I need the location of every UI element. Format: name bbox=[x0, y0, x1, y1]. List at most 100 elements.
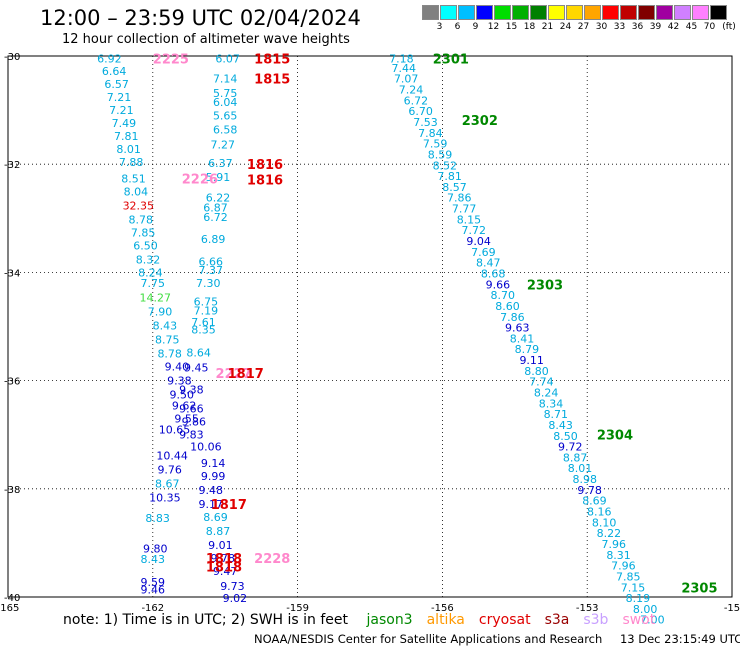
wave-height-label: 9.76 bbox=[157, 463, 182, 476]
colorbar-swatch bbox=[674, 5, 691, 20]
wave-height-label: 7.90 bbox=[148, 305, 173, 318]
wave-height-label: 8.52 bbox=[433, 159, 458, 172]
wave-height-label: 8.43 bbox=[141, 553, 166, 566]
wave-height-label: 8.78 bbox=[157, 348, 182, 361]
wave-height-label: 8.57 bbox=[442, 181, 467, 194]
x-tick-label: -159 bbox=[286, 603, 309, 614]
pass-time-label: 2305 bbox=[681, 581, 717, 596]
pass-time-label: 1816 bbox=[247, 173, 283, 188]
mission-altika: altika bbox=[426, 612, 465, 628]
wave-height-label: 7.96 bbox=[601, 538, 626, 551]
wave-height-label: 8.75 bbox=[155, 333, 180, 346]
wave-height-label: 6.64 bbox=[102, 65, 127, 78]
wave-height-label: 8.51 bbox=[121, 172, 146, 185]
colorbar-swatch bbox=[584, 5, 601, 20]
y-tick-label: -34 bbox=[4, 268, 20, 279]
colorbar-swatch bbox=[692, 5, 709, 20]
colorbar-label: 18 bbox=[523, 22, 536, 32]
wave-height-label: 7.37 bbox=[198, 264, 223, 277]
wave-height-label: 7.44 bbox=[392, 62, 417, 75]
wave-height-label: 7.96 bbox=[611, 560, 636, 573]
wave-height-label: 8.64 bbox=[186, 346, 211, 359]
wave-height-label: 8.79 bbox=[515, 343, 540, 356]
wave-height-label: 8.01 bbox=[568, 462, 593, 475]
wave-height-label: 7.30 bbox=[196, 277, 221, 290]
wave-height-label: 7.72 bbox=[462, 224, 487, 237]
wave-height-label: 9.38 bbox=[179, 383, 204, 396]
colorbar-label: 15 bbox=[505, 22, 518, 32]
wave-height-label: 9.38 bbox=[167, 375, 192, 388]
colorbar-label: 21 bbox=[541, 22, 554, 32]
wave-height-label: 7.00 bbox=[640, 614, 665, 627]
wave-height-label: 9.83 bbox=[179, 429, 204, 442]
wave-height-label: 9.62 bbox=[172, 399, 197, 412]
wave-height-label: 9.86 bbox=[182, 416, 207, 429]
wave-height-label: 7.21 bbox=[107, 91, 132, 104]
mission-s3b: s3b bbox=[583, 612, 609, 628]
wave-height-label: 9.45 bbox=[184, 362, 209, 375]
colorbar-label: 27 bbox=[577, 22, 590, 32]
chart-subtitle: 12 hour collection of altimeter wave hei… bbox=[62, 32, 350, 47]
wave-height-label: 8.01 bbox=[116, 143, 141, 156]
wave-height-label: 10.65 bbox=[159, 423, 191, 436]
colorbar-swatch bbox=[548, 5, 565, 20]
wave-height-label: 7.85 bbox=[616, 570, 641, 583]
colorbar-swatch bbox=[530, 5, 547, 20]
colorbar-label: 6 bbox=[454, 22, 461, 32]
note: note: 1) Time is in UTC; 2) SWH is in fe… bbox=[63, 612, 655, 628]
colorbar-swatch bbox=[710, 5, 727, 20]
wave-height-label: 8.80 bbox=[524, 365, 549, 378]
wave-height-label: 9.04 bbox=[466, 235, 491, 248]
pass-time-label: 1815 bbox=[254, 53, 290, 68]
wave-height-label: 5.75 bbox=[213, 87, 238, 100]
wave-height-label: 8.50 bbox=[553, 430, 578, 443]
wave-height-label: 9.14 bbox=[201, 457, 226, 470]
wave-height-label: 8.10 bbox=[592, 516, 617, 529]
wave-height-label: 8.83 bbox=[145, 512, 170, 525]
wave-height-label: 6.72 bbox=[404, 94, 429, 107]
wave-height-label: 8.32 bbox=[136, 253, 161, 266]
wave-height-label: 7.74 bbox=[529, 376, 554, 389]
wave-height-label: 7.86 bbox=[447, 192, 472, 205]
colorbar-swatch bbox=[656, 5, 673, 20]
wave-height-label: 5.65 bbox=[213, 110, 238, 123]
wave-height-label: 6.72 bbox=[203, 211, 228, 224]
wave-height-label: 7.75 bbox=[141, 277, 166, 290]
colorbar-label: (ft) bbox=[722, 22, 736, 32]
colorbar-swatch bbox=[602, 5, 619, 20]
wave-height-label: 7.15 bbox=[621, 581, 646, 594]
wave-height-label: 9.66 bbox=[179, 403, 204, 416]
wave-height-label: 7.18 bbox=[389, 53, 414, 66]
wave-height-label: 10.44 bbox=[156, 449, 188, 462]
wave-height-label: 6.22 bbox=[206, 192, 231, 205]
wave-height-label: 7.59 bbox=[423, 138, 448, 151]
wave-height-label: 9.47 bbox=[213, 565, 238, 578]
wave-height-label: 9.78 bbox=[211, 552, 236, 565]
wave-height-label: 8.60 bbox=[495, 300, 520, 313]
wave-height-label: 6.58 bbox=[213, 124, 238, 137]
pass-time-label: 1818 bbox=[206, 552, 242, 567]
wave-height-label: 9.55 bbox=[174, 412, 199, 425]
wave-height-label: 8.19 bbox=[626, 592, 651, 605]
wave-height-label: 6.87 bbox=[203, 201, 228, 214]
wave-height-label: 8.22 bbox=[597, 527, 622, 540]
wave-height-label: 8.69 bbox=[582, 495, 607, 508]
wave-height-label: 6.70 bbox=[408, 105, 433, 118]
wave-height-label: 8.15 bbox=[457, 213, 482, 226]
wave-height-label: 7.21 bbox=[109, 104, 134, 117]
wave-height-label: 8.04 bbox=[124, 185, 149, 198]
mission-jason3: jason3 bbox=[366, 612, 413, 628]
colorbar-swatch bbox=[476, 5, 493, 20]
wave-height-label: 9.17 bbox=[198, 498, 223, 511]
wave-height-label: 6.04 bbox=[213, 96, 238, 109]
colorbar-label: 9 bbox=[472, 22, 479, 32]
wave-height-label: 6.89 bbox=[201, 233, 226, 246]
pass-time-label: 2226 bbox=[182, 172, 218, 187]
pass-time-label: 2228 bbox=[254, 552, 290, 567]
mission-swot: swot bbox=[622, 612, 656, 628]
wave-height-label: 8.00 bbox=[633, 603, 658, 616]
y-tick-label: -30 bbox=[4, 52, 20, 63]
wave-height-label: 6.57 bbox=[104, 78, 129, 91]
pass-time-label: 2301 bbox=[433, 53, 469, 68]
footer: NOAA/NESDIS Center for Satellite Applica… bbox=[254, 632, 740, 646]
